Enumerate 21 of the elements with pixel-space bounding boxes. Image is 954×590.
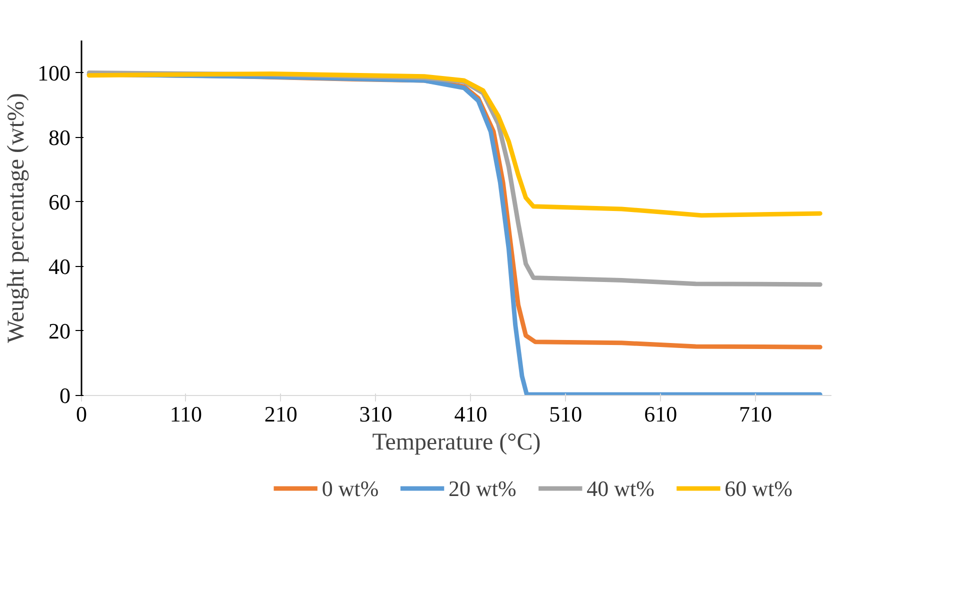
y-tick-label: 20 xyxy=(48,318,70,344)
y-tick-label: 0 xyxy=(60,383,70,408)
x-tick-label: 510 xyxy=(549,402,582,426)
x-tick-label: 110 xyxy=(170,402,202,426)
y-tick-label: 60 xyxy=(48,189,70,214)
y-tick-label: 100 xyxy=(38,60,70,86)
legend-label: 20 wt% xyxy=(448,476,516,501)
legend-label: 60 wt% xyxy=(724,476,792,501)
x-axis-title: Temperature (°C) xyxy=(372,430,541,456)
x-tick-label: 710 xyxy=(739,402,772,426)
x-tick-label: 210 xyxy=(264,402,298,426)
x-tick-label: 610 xyxy=(644,402,678,426)
x-tick-label: 0 xyxy=(76,402,87,426)
legend-label: 40 wt% xyxy=(586,476,654,501)
line-series xyxy=(86,71,822,218)
legend-label: 0 wt% xyxy=(322,476,379,501)
y-axis-title: Weught percentage (wt%) xyxy=(4,93,30,343)
x-tick-label: 310 xyxy=(359,402,392,426)
y-tick-label: 80 xyxy=(48,124,70,150)
x-tick-label: 410 xyxy=(454,402,488,426)
y-tick-label: 40 xyxy=(48,254,70,279)
